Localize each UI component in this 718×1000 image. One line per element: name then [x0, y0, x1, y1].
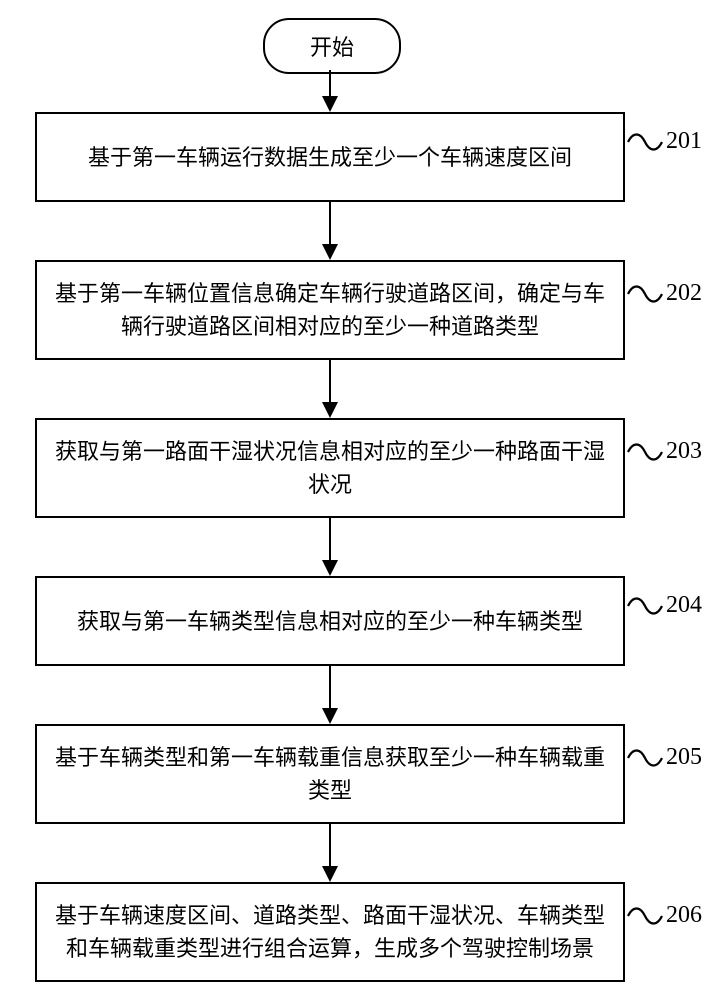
start-label: 开始	[310, 30, 354, 62]
step-box-201: 基于第一车辆运行数据生成至少一个车辆速度区间	[35, 112, 625, 202]
flowchart-canvas: 开始基于第一车辆运行数据生成至少一个车辆速度区间 201 基于第一车辆位置信息确定车…	[0, 0, 718, 1000]
tilde-connector	[628, 442, 662, 462]
step-text: 获取与第一车辆类型信息相对应的至少一种车辆类型	[77, 605, 583, 638]
arrow-connector	[318, 202, 342, 260]
step-text: 获取与第一路面干湿状况信息相对应的至少一种路面干湿状况	[51, 435, 609, 501]
arrow-connector	[318, 666, 342, 724]
step-number-label: 205	[666, 744, 702, 771]
start-node: 开始	[263, 18, 401, 74]
tilde-connector	[628, 906, 662, 926]
step-text: 基于第一车辆运行数据生成至少一个车辆速度区间	[88, 141, 572, 174]
tilde-connector	[628, 132, 662, 152]
arrow-connector	[318, 70, 342, 112]
arrow-connector	[318, 518, 342, 576]
arrow-connector	[318, 824, 342, 882]
tilde-connector	[628, 596, 662, 616]
step-text: 基于车辆速度区间、道路类型、路面干湿状况、车辆类型和车辆载重类型进行组合运算，生…	[51, 899, 609, 965]
step-number-label: 202	[666, 280, 702, 307]
step-box-204: 获取与第一车辆类型信息相对应的至少一种车辆类型	[35, 576, 625, 666]
step-number-label: 206	[666, 902, 702, 929]
step-text: 基于车辆类型和第一车辆载重信息获取至少一种车辆载重类型	[51, 741, 609, 807]
tilde-connector	[628, 748, 662, 768]
step-box-203: 获取与第一路面干湿状况信息相对应的至少一种路面干湿状况	[35, 418, 625, 518]
tilde-connector	[628, 284, 662, 304]
step-box-205: 基于车辆类型和第一车辆载重信息获取至少一种车辆载重类型	[35, 724, 625, 824]
step-box-206: 基于车辆速度区间、道路类型、路面干湿状况、车辆类型和车辆载重类型进行组合运算，生…	[35, 882, 625, 982]
step-number-label: 204	[666, 592, 702, 619]
step-number-label: 201	[666, 128, 702, 155]
arrow-connector	[318, 360, 342, 418]
step-box-202: 基于第一车辆位置信息确定车辆行驶道路区间，确定与车辆行驶道路区间相对应的至少一种…	[35, 260, 625, 360]
step-number-label: 203	[666, 438, 702, 465]
step-text: 基于第一车辆位置信息确定车辆行驶道路区间，确定与车辆行驶道路区间相对应的至少一种…	[51, 277, 609, 343]
